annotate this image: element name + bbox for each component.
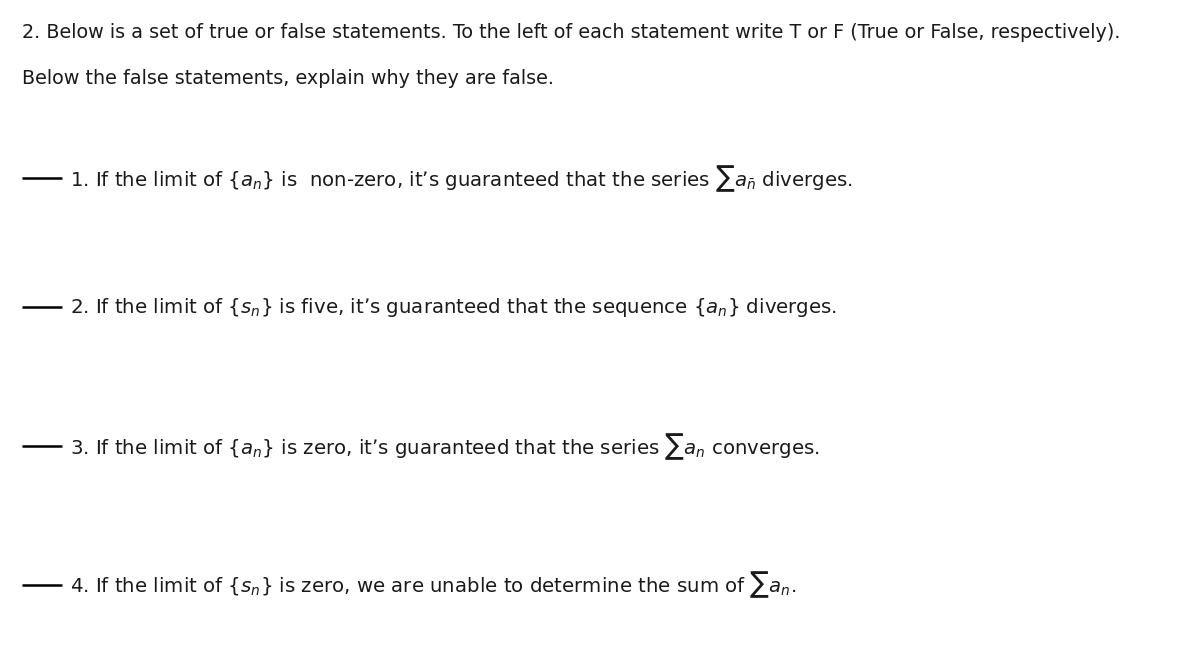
Text: 1. If the limit of $\{a_n\}$ is  non-zero, it’s guaranteed that the series $\sum: 1. If the limit of $\{a_n\}$ is non-zero… — [70, 163, 852, 194]
Text: 2. If the limit of $\{s_n\}$ is five, it’s guaranteed that the sequence $\{a_n\}: 2. If the limit of $\{s_n\}$ is five, it… — [70, 296, 836, 319]
Text: 3. If the limit of $\{a_n\}$ is zero, it’s guaranteed that the series $\sum a_n$: 3. If the limit of $\{a_n\}$ is zero, it… — [70, 431, 820, 461]
Text: Below the false statements, explain why they are false.: Below the false statements, explain why … — [22, 69, 553, 89]
Text: 2. Below is a set of true or false statements. To the left of each statement wri: 2. Below is a set of true or false state… — [22, 23, 1120, 42]
Text: 4. If the limit of $\{s_n\}$ is zero, we are unable to determine the sum of $\su: 4. If the limit of $\{s_n\}$ is zero, we… — [70, 570, 796, 600]
